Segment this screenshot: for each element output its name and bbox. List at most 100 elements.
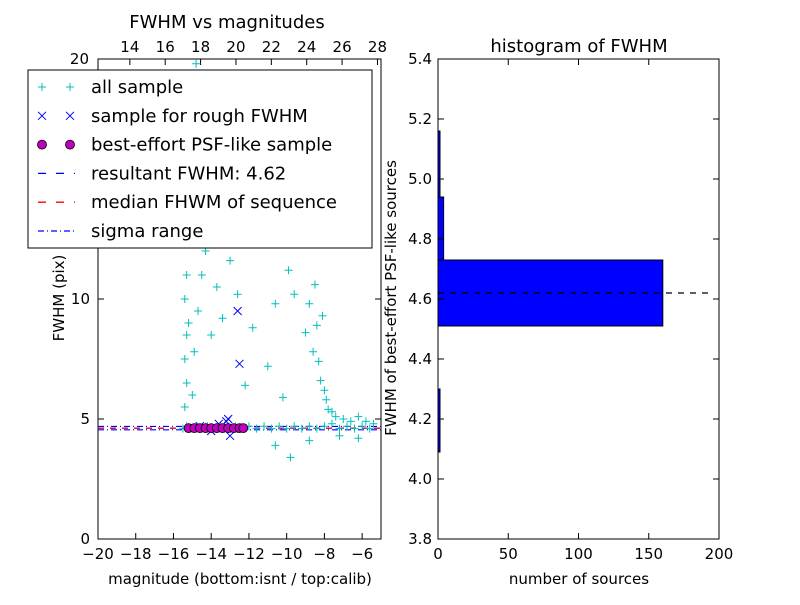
legend-entry-label: all sample: [91, 77, 183, 98]
scatter-point-plus: [233, 290, 242, 299]
x-tick-label: −20: [82, 545, 114, 563]
scatter-point-plus: [301, 328, 310, 337]
scatter-point-plus: [309, 347, 318, 356]
scatter-point-plus: [190, 347, 199, 356]
right-histogram-bars: [437, 130, 664, 453]
scatter-point-plus: [182, 331, 191, 339]
scatter-point-circle: [238, 423, 249, 434]
top-x-tick-label: 16: [156, 38, 175, 56]
scatter-point-plus: [339, 415, 348, 423]
scatter-point-plus: [335, 424, 344, 433]
legend: all sample sample for rough FWHM best-effo…: [27, 69, 373, 249]
scatter-point-plus: [282, 424, 291, 433]
left-y-axis-label: FWHM (pix): [50, 255, 68, 342]
legend-entry-label: best-effort PSF-like sample: [91, 135, 332, 156]
left-panel: FWHM vs magnitudes 14 16 18 20 22 24 26 28 −20−…: [27, 12, 387, 588]
scatter-point-circle: [65, 139, 75, 150]
y-tick-label: 10: [71, 290, 90, 308]
y-tick-label: 4.0: [408, 470, 432, 488]
scatter-point-plus: [335, 431, 344, 440]
y-tick-label: 5.2: [408, 110, 432, 128]
left-y-ticks: 0 5 10: [71, 290, 381, 548]
legend-entry-label: resultant FWHM: 4.62: [91, 163, 286, 184]
x-tick-label: −12: [233, 545, 265, 563]
x-tick-label: 100: [564, 545, 593, 563]
x-tick-label: −8: [313, 545, 335, 563]
scatter-point-plus: [180, 355, 189, 363]
legend-entry-label: median FHWM of sequence: [91, 192, 337, 213]
right-chart-title: histogram of FWHM: [490, 36, 667, 57]
scatter-point-plus: [327, 407, 336, 416]
scatter-point-plus: [322, 395, 331, 404]
scatter-point-plus: [297, 424, 306, 433]
y-tick-label: 4.6: [408, 290, 432, 308]
scatter-point-x: [37, 111, 47, 121]
scatter-point-plus: [197, 271, 206, 279]
scatter-point-x: [233, 306, 242, 316]
y-tick-label: 4.4: [408, 350, 432, 368]
right-x-axis-label: number of sources: [509, 570, 649, 588]
scatter-point-plus: [346, 417, 355, 426]
x-tick-label: 50: [499, 545, 518, 563]
y-tick-label: 5.0: [408, 170, 432, 188]
right-panel: histogram of FWHM 0 50 100 150 200 3.8 4.0 4.2…: [382, 36, 733, 588]
scatter-point-plus: [241, 381, 250, 390]
scatter-point-plus: [218, 314, 227, 323]
scatter-point-x: [223, 414, 233, 424]
scatter-point-plus: [358, 422, 367, 431]
y-tick-label: 5.4: [408, 50, 432, 68]
scatter-point-circle: [37, 139, 47, 150]
y-tick-label: 3.8: [408, 530, 432, 548]
scatter-point-plus: [312, 424, 321, 433]
scatter-point-plus: [286, 453, 295, 462]
right-y-ticks: 3.8 4.0 4.2 4.4 4.6 4.8 5.0 5.2 5.4: [408, 50, 719, 548]
x-tick-label: −6: [351, 545, 373, 563]
scatter-point-x: [225, 431, 235, 441]
left-bottom-ticks: −20 −18 −16 −14 −12 −10 −8 −6: [82, 533, 373, 563]
left-top-ticks: 14 16 18 20 22 24 26 28: [120, 38, 387, 65]
top-x-tick-label: 24: [297, 38, 316, 56]
scatter-point-plus: [260, 422, 269, 431]
scatter-point-plus: [248, 323, 257, 332]
scatter-point-plus: [271, 299, 280, 308]
x-tick-label: 200: [705, 545, 734, 563]
scatter-point-plus: [263, 362, 272, 371]
y-tick-label: 5: [80, 410, 90, 428]
top-x-tick-label: 22: [262, 38, 281, 56]
right-x-ticks: 0 50 100 150 200: [433, 59, 733, 563]
scatter-point-plus: [350, 424, 359, 433]
x-tick-label: −10: [271, 545, 303, 563]
scatter-point-plus: [212, 283, 221, 291]
legend-entries: all sample sample for rough FWHM best-effo…: [37, 77, 337, 242]
scatter-point-plus: [314, 357, 323, 366]
left-chart-title: FWHM vs magnitudes: [129, 12, 324, 33]
top-x-tick-label: 14: [120, 38, 139, 56]
scatter-point-plus: [188, 391, 197, 399]
scatter-point-plus: [271, 441, 280, 450]
scatter-point-plus: [278, 393, 287, 402]
scatter-point-plus: [180, 295, 189, 303]
scatter-point-plus: [320, 422, 329, 431]
scatter-point-plus: [305, 422, 314, 431]
scatter-point-plus: [207, 331, 216, 339]
scatter-point-plus: [305, 436, 314, 445]
left-horizontal-lines: [98, 425, 381, 431]
scatter-point-plus: [305, 299, 314, 308]
scatter-point-plus: [226, 256, 235, 265]
scatter-point-plus: [290, 290, 299, 299]
scatter-point-plus: [184, 319, 193, 327]
scatter-point-plus: [180, 403, 189, 411]
scatter-point-plus: [327, 419, 336, 428]
scatter-point-plus: [354, 412, 363, 421]
scatter-point-plus: [182, 379, 191, 387]
x-tick-label: 150: [634, 545, 663, 563]
left-x-axis-label: magnitude (bottom:isnt / top:calib): [108, 570, 372, 588]
legend-entry-label: sigma range: [91, 221, 203, 242]
scatter-point-x: [235, 359, 244, 369]
scatter-point-plus: [312, 321, 321, 330]
histogram-bar: [437, 196, 445, 261]
x-tick-label: 0: [433, 545, 443, 563]
scatter-point-plus: [365, 424, 374, 433]
scatter-point-plus: [267, 424, 276, 433]
